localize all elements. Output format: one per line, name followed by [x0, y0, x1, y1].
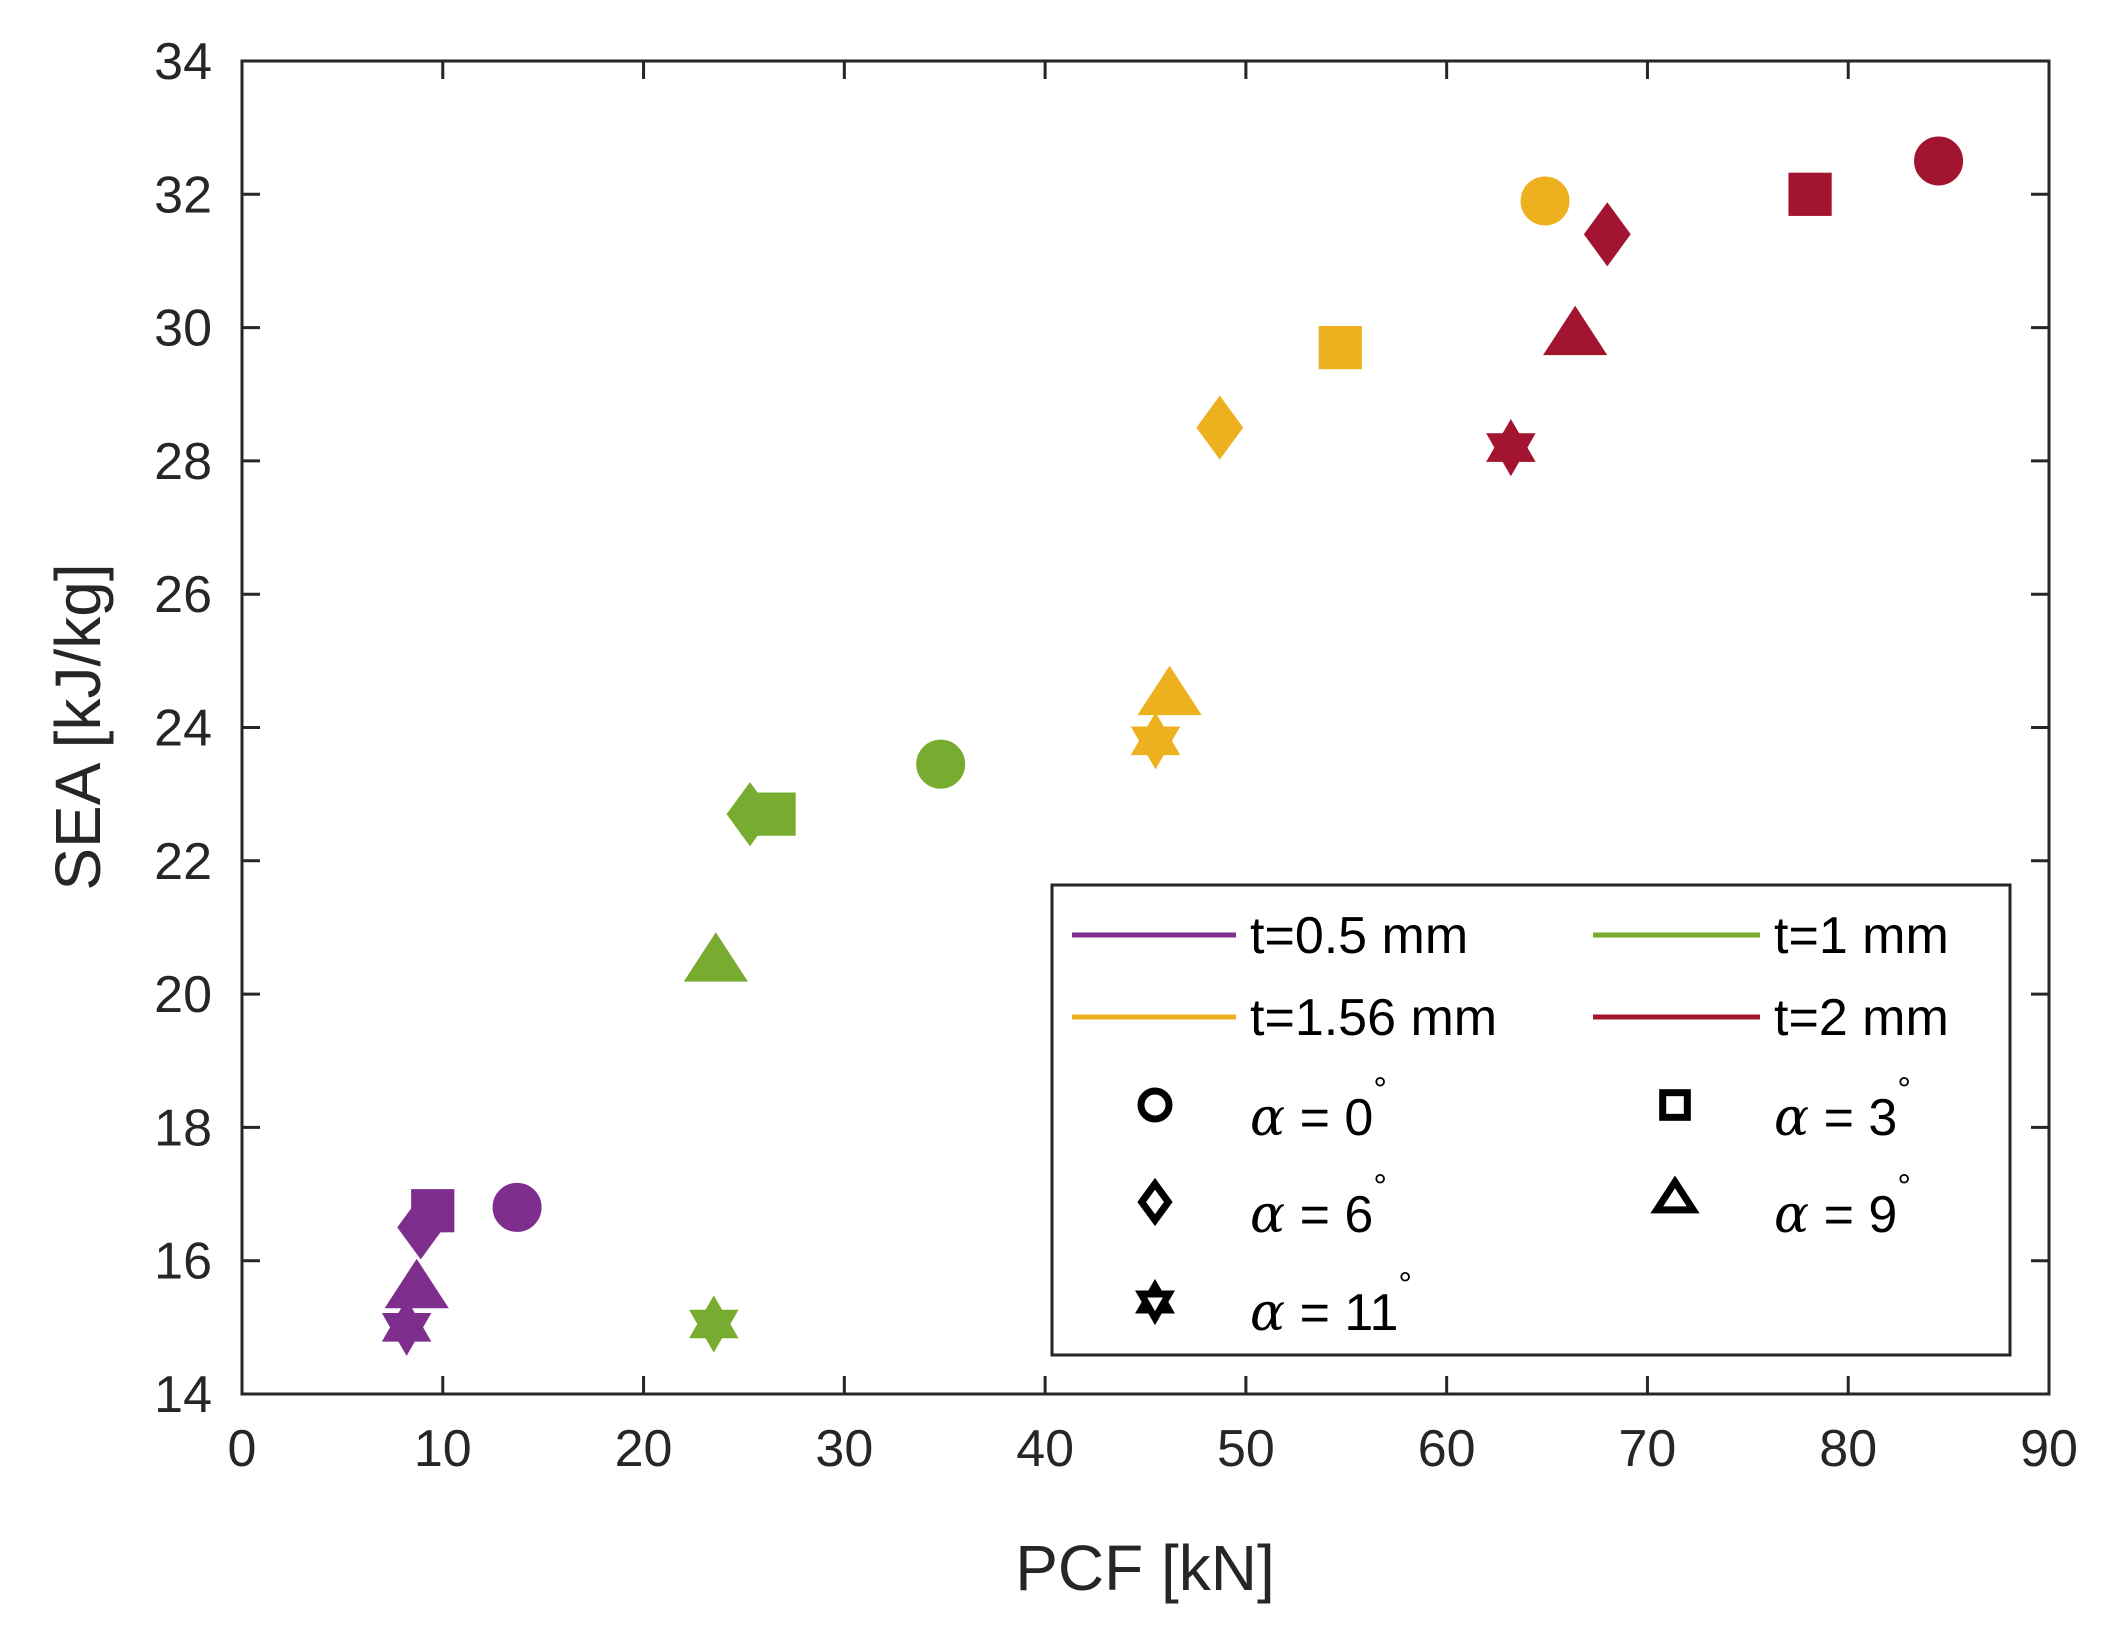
y-tick-label: 20	[154, 966, 212, 1024]
y-tick-label: 34	[154, 33, 212, 91]
legend-marker-circle	[1137, 1087, 1173, 1123]
y-tick-label: 32	[154, 166, 212, 224]
data-points	[381, 136, 1964, 1356]
data-point-circle	[916, 739, 966, 789]
y-tick-label: 18	[154, 1099, 212, 1157]
legend-label: α = 0°	[1250, 1071, 1387, 1148]
data-point-hexagram	[381, 1298, 432, 1356]
x-tick-label: 40	[1016, 1420, 1074, 1478]
x-tick-label: 50	[1217, 1420, 1275, 1478]
data-point-diamond	[397, 1195, 445, 1260]
y-tick-label: 16	[154, 1233, 212, 1291]
legend-label: α = 11°	[1250, 1266, 1412, 1343]
legend-label: t=0.5 mm	[1250, 907, 1468, 965]
x-axis-title: PCF [kN]	[1015, 1532, 1275, 1604]
data-point-hexagram	[1486, 418, 1536, 477]
legend: t=0.5 mm t=1 mm t=1.56 mm t=2 mm α = 0° α = 3…	[1050, 883, 2012, 1357]
legend-marker-diamond	[1137, 1177, 1173, 1227]
series-3	[1130, 176, 1570, 770]
data-point-triangle	[1543, 305, 1608, 356]
legend-label: α = 3°	[1774, 1071, 1911, 1148]
x-tick-label: 60	[1418, 1420, 1476, 1478]
tick-labels: 0 10 20 30 40 50 60 70 80 90 14 16 18 20 22 24 26 28 30 32 3…	[154, 33, 2078, 1478]
data-point-square	[1318, 325, 1362, 370]
y-tick-label: 26	[154, 566, 212, 624]
data-point-circle	[1914, 136, 1964, 186]
y-tick-label: 24	[154, 700, 212, 758]
legend-label: α = 9°	[1774, 1168, 1911, 1245]
legend-box	[1050, 883, 2012, 1357]
series-1	[381, 1182, 542, 1356]
x-tick-label: 70	[1619, 1420, 1677, 1478]
legend-marker-triangle	[1650, 1175, 1700, 1214]
y-axis-title: SEA [kJ/kg]	[42, 563, 114, 890]
data-point-circle	[1520, 176, 1570, 226]
x-tick-label: 20	[615, 1420, 673, 1478]
data-point-triangle	[683, 932, 748, 982]
legend-label: α = 6°	[1250, 1168, 1387, 1245]
plot-frame	[240, 59, 2051, 1396]
data-point-circle	[492, 1182, 542, 1232]
data-point-hexagram	[1130, 712, 1181, 770]
x-tick-label: 10	[414, 1420, 472, 1478]
x-tick-label: 0	[228, 1420, 257, 1478]
x-tick-label: 80	[1819, 1420, 1877, 1478]
data-point-diamond	[1583, 202, 1631, 267]
series-4	[1486, 136, 1964, 477]
y-tick-label: 30	[154, 300, 212, 358]
data-point-hexagram	[689, 1295, 739, 1353]
series-2	[683, 739, 966, 1353]
data-point-triangle	[1137, 665, 1202, 716]
y-tick-label: 22	[154, 833, 212, 891]
legend-label: t=1.56 mm	[1250, 989, 1497, 1047]
x-tick-label: 90	[2020, 1420, 2078, 1478]
data-point-square	[1788, 172, 1832, 216]
data-point-diamond	[1196, 395, 1244, 460]
data-point-triangle	[384, 1258, 449, 1309]
legend-label: t=1 mm	[1774, 907, 1949, 965]
legend-marker-hexagram	[1135, 1278, 1175, 1326]
legend-label: t=2 mm	[1774, 989, 1949, 1047]
y-tick-label: 28	[154, 433, 212, 491]
legend-marker-square	[1659, 1089, 1691, 1121]
x-tick-label: 30	[815, 1420, 873, 1478]
data-point-diamond	[726, 782, 774, 847]
y-tick-label: 14	[154, 1366, 212, 1424]
